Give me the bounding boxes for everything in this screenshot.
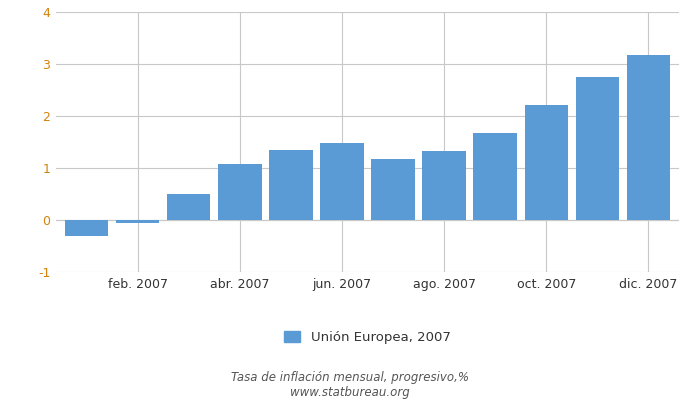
Bar — [575, 77, 619, 220]
Bar — [167, 194, 211, 220]
Bar — [65, 220, 108, 236]
Bar — [116, 220, 160, 222]
Bar — [524, 104, 568, 220]
Bar — [371, 159, 414, 220]
Text: Tasa de inflación mensual, progresivo,%: Tasa de inflación mensual, progresivo,% — [231, 372, 469, 384]
Bar — [321, 143, 364, 220]
Bar — [218, 164, 262, 220]
Bar — [626, 55, 670, 220]
Bar — [473, 133, 517, 220]
Text: www.statbureau.org: www.statbureau.org — [290, 386, 410, 399]
Bar — [422, 151, 466, 220]
Bar — [270, 150, 313, 220]
Legend: Unión Europea, 2007: Unión Europea, 2007 — [279, 325, 456, 349]
